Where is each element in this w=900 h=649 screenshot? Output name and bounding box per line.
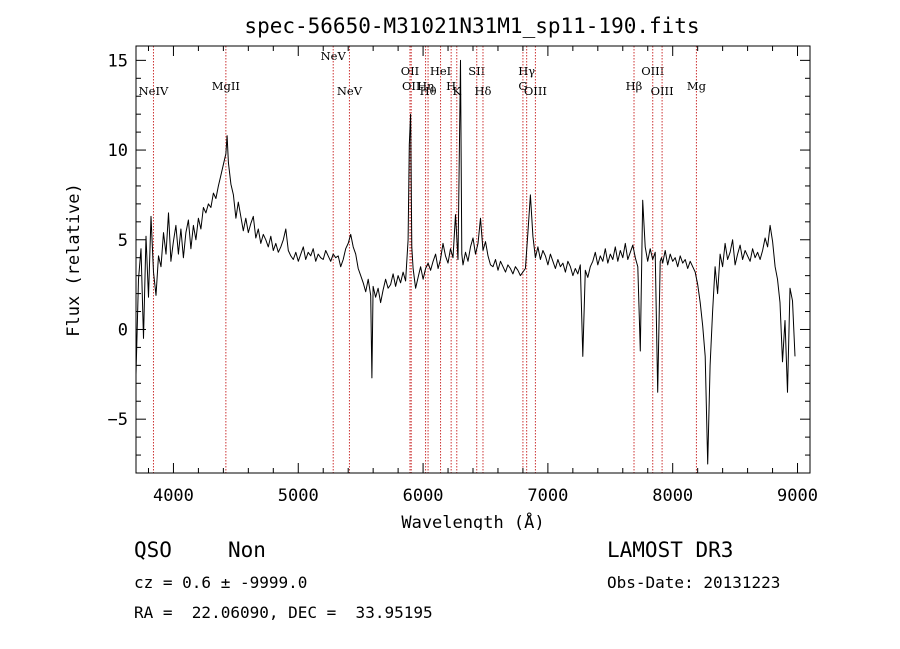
spectral-line-label: HeI [430, 64, 451, 78]
spectral-line-label: OIII [524, 84, 547, 98]
object-subclass: Non [228, 538, 266, 562]
spectral-line-label: NeV [337, 84, 363, 98]
spectral-line-label: NeV [321, 49, 347, 63]
x-axis-label: Wavelength (Å) [401, 511, 544, 530]
x-tick-label: 8000 [652, 486, 693, 506]
spectral-line-label: Hθ [420, 84, 437, 98]
x-tick-label: 9000 [777, 486, 818, 506]
y-tick-label: 0 [118, 320, 128, 340]
spectral-line-label: OII [402, 79, 421, 93]
spectral-line-label: SII [468, 64, 485, 78]
chart-title: spec-56650-M31021N31M1_sp11-190.fits [244, 14, 699, 38]
spectral-line-label: OIII [651, 84, 674, 98]
spectral-line-label: K [452, 84, 461, 98]
spectral-line-label: Hβ [626, 79, 643, 93]
chart-canvas: spec-56650-M31021N31M1_sp11-190.fits NeI… [64, 14, 818, 533]
y-tick-label: 10 [108, 141, 128, 161]
spectral-line-label: NeIV [139, 84, 169, 98]
spectral-line-label: OIII [641, 64, 664, 78]
spectral-line-label: OII [401, 64, 420, 78]
y-tick-label: 5 [118, 231, 128, 251]
object-class: QSO [134, 538, 172, 562]
x-tick-label: 6000 [403, 486, 444, 506]
coordinates: RA = 22.06090, DEC = 33.95195 [134, 603, 433, 622]
spectral-line-markers: NeIV MgIINeVNeVOIIOIIHηHθHeIHKSIIHδHγGOII… [139, 46, 707, 473]
observation-date: Obs-Date: 20131223 [607, 573, 781, 592]
spectral-line-label: Hδ [475, 84, 492, 98]
spectrum-series-line [135, 59, 796, 465]
spectral-line-label: Mg [687, 79, 707, 93]
x-tick-label: 5000 [278, 486, 319, 506]
axis-ticks: 4000 5000 6000 7000 8000 9000 −5 0 5 10 15 [108, 46, 818, 506]
spectral-line-label: MgII [212, 79, 240, 93]
spectral-line-label: H [446, 79, 456, 93]
survey-name: LAMOST DR3 [607, 538, 734, 562]
y-tick-label: −5 [108, 410, 128, 430]
spectral-line-label: Hγ [518, 64, 535, 78]
spectral-line-label: G [518, 79, 527, 93]
spectral-line-label: Hη [417, 79, 434, 93]
redshift-cz: cz = 0.6 ± -9999.0 [134, 573, 308, 592]
y-axis-label: Flux (relative) [64, 183, 84, 337]
x-tick-label: 7000 [527, 486, 568, 506]
y-tick-label: 15 [108, 51, 128, 71]
x-tick-label: 4000 [153, 486, 194, 506]
